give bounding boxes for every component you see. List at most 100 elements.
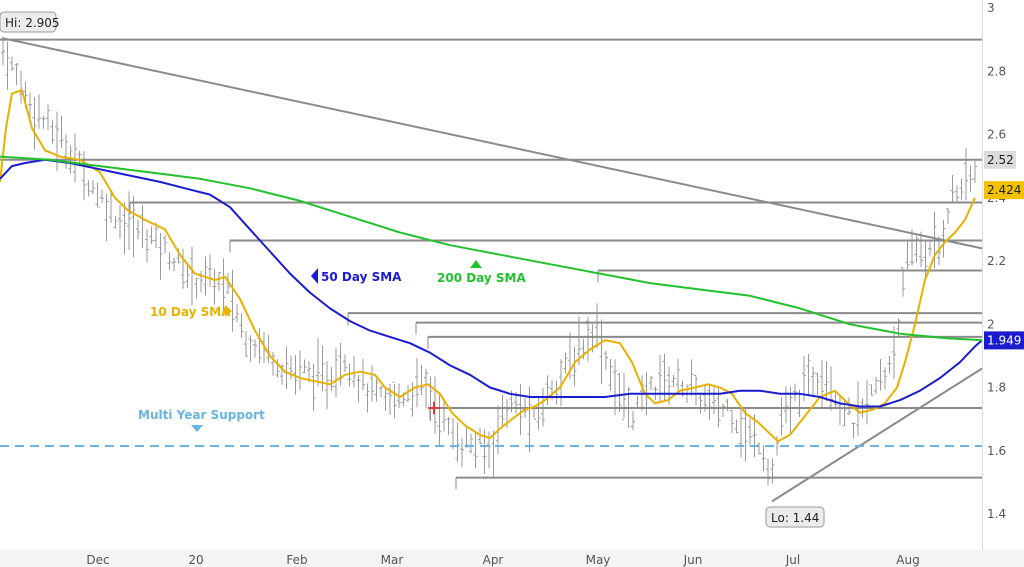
price-bar — [181, 248, 185, 289]
price-bar — [842, 401, 847, 427]
price-bar — [28, 92, 32, 119]
price-bar — [806, 353, 811, 397]
price-bar — [500, 394, 505, 427]
price-bar — [392, 381, 397, 419]
price-bar — [536, 397, 541, 430]
support-pointer — [191, 425, 203, 432]
price-bar — [793, 383, 797, 402]
price-bar — [892, 326, 896, 380]
price-bar — [518, 384, 523, 435]
price-bar — [230, 269, 235, 332]
price-bar — [770, 458, 775, 484]
x-tick-label: May — [586, 553, 611, 567]
price-bar — [928, 239, 932, 257]
price-bar — [185, 263, 190, 289]
x-tick-label: Jul — [785, 553, 800, 567]
price-bar — [293, 355, 298, 395]
price-bar — [919, 231, 923, 268]
price-bar — [617, 372, 622, 412]
price-bar — [95, 182, 100, 208]
x-tick-label: Dec — [86, 553, 109, 567]
price-bar — [113, 216, 118, 229]
price-bar — [334, 347, 338, 398]
price-bar — [973, 161, 977, 183]
uptrend-line — [771, 367, 983, 503]
price-bar — [41, 115, 46, 129]
price-bar — [311, 363, 316, 412]
x-axis-panel — [0, 550, 1024, 567]
price-bar — [212, 268, 217, 305]
price-bar — [874, 377, 878, 395]
chart-annotations: Hi: 2.905 Lo: 1.44 10 Day SMA 50 Day SMA 200… — [0, 11, 1024, 528]
moving-averages — [0, 89, 983, 443]
last-price-box — [984, 181, 1024, 200]
price-52-label: 2.52 — [987, 153, 1014, 167]
x-axis-ticks: Dec 20 Feb Mar Apr May Jun Jul Aug — [86, 553, 919, 567]
price-bar — [244, 331, 248, 357]
price-bar — [352, 355, 356, 388]
price-bar — [329, 366, 334, 391]
price-bar — [901, 267, 905, 297]
price-bar — [14, 63, 19, 86]
price-bar — [154, 222, 158, 248]
price-bar — [208, 254, 212, 287]
price-bar — [811, 366, 815, 396]
price-bar — [865, 380, 869, 425]
price-bar — [379, 385, 383, 398]
support-label: Multi Year Support — [138, 408, 265, 422]
price-bar — [761, 445, 766, 472]
y-tick-label: 1.4 — [987, 507, 1006, 521]
price-bar — [712, 386, 716, 415]
price-bar — [784, 386, 788, 424]
plot-background — [0, 0, 982, 550]
price-bar — [302, 359, 307, 374]
price-bar — [5, 41, 10, 90]
lo-label-box — [765, 506, 825, 528]
price-bar — [91, 180, 95, 195]
price-bar — [820, 360, 824, 408]
price-bar — [455, 422, 460, 462]
sma-200-line — [0, 155, 983, 342]
x-tick-label: Feb — [286, 553, 307, 567]
price-bar — [946, 208, 950, 224]
lo-label: Lo: 1.44 — [771, 511, 819, 525]
price-bar — [73, 133, 77, 183]
price-bar — [86, 180, 91, 197]
price-bar — [59, 115, 64, 148]
price-bar — [586, 316, 590, 362]
price-bar — [460, 437, 464, 468]
price-bar — [424, 369, 428, 409]
price-bar — [613, 359, 617, 416]
y-tick-label: 1.8 — [987, 381, 1006, 395]
price-bar — [235, 304, 239, 323]
price-bar — [473, 432, 478, 469]
price-bar — [370, 365, 374, 402]
sma-50-price-label: 1.949 — [987, 333, 1021, 347]
price-bar — [883, 367, 887, 390]
price-bar — [671, 374, 676, 388]
y-tick-label: 2 — [987, 317, 995, 331]
price-bar — [136, 219, 140, 240]
y-axis-panel — [982, 0, 1024, 567]
price-bar — [131, 196, 136, 258]
sma-50-label: 50 Day SMA — [321, 270, 402, 284]
x-tick-label: Mar — [381, 553, 404, 567]
price-bar — [815, 372, 820, 395]
price-bar — [248, 335, 253, 362]
price-bar — [734, 419, 739, 434]
price-bar — [878, 358, 883, 391]
price-bar — [37, 94, 41, 129]
price-bar — [910, 229, 914, 266]
price-bar — [343, 354, 347, 372]
price-bar — [559, 359, 563, 407]
price-bar — [869, 384, 874, 396]
price-bar — [752, 414, 757, 457]
price-bar — [577, 316, 581, 366]
price-bar — [172, 257, 176, 271]
price-bar — [743, 407, 748, 462]
price-bar — [167, 252, 172, 270]
price-bar — [469, 433, 473, 454]
price-bar — [226, 272, 230, 295]
price-bar — [757, 442, 761, 455]
